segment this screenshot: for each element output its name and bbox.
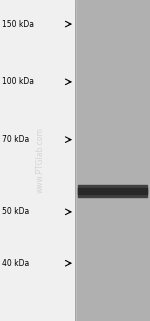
Bar — [0, 0, 75, 321]
Text: 100 kDa: 100 kDa — [2, 77, 33, 86]
Bar — [78, 185, 147, 197]
Text: 70 kDa: 70 kDa — [2, 135, 29, 144]
Text: www.PTGlab.com: www.PTGlab.com — [36, 127, 45, 194]
Text: 50 kDa: 50 kDa — [2, 207, 29, 216]
Text: 150 kDa: 150 kDa — [2, 20, 33, 29]
Bar — [78, 188, 147, 194]
Text: 40 kDa: 40 kDa — [2, 259, 29, 268]
